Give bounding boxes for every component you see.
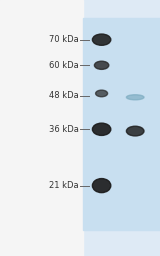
FancyBboxPatch shape xyxy=(83,18,160,230)
Text: 36 kDa: 36 kDa xyxy=(48,125,78,134)
Ellipse shape xyxy=(92,179,111,193)
Text: 60 kDa: 60 kDa xyxy=(49,61,78,70)
Text: 21 kDa: 21 kDa xyxy=(49,181,78,190)
FancyBboxPatch shape xyxy=(0,0,83,256)
Text: 70 kDa: 70 kDa xyxy=(49,35,78,44)
Ellipse shape xyxy=(96,90,108,97)
Ellipse shape xyxy=(126,95,144,100)
Ellipse shape xyxy=(92,123,111,135)
Ellipse shape xyxy=(126,126,144,136)
Text: 48 kDa: 48 kDa xyxy=(49,91,78,101)
Ellipse shape xyxy=(92,34,111,45)
Ellipse shape xyxy=(94,61,109,69)
